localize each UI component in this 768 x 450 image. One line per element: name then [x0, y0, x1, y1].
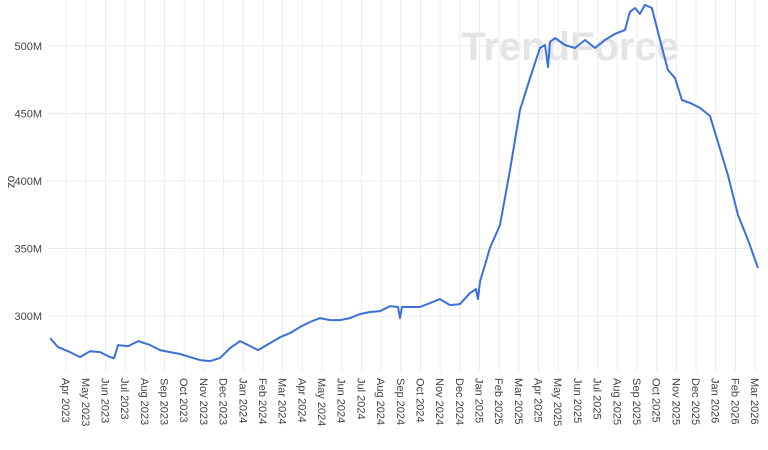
x-tick-label: Nov 2024 [433, 378, 445, 425]
x-tick-label: Aug 2025 [610, 378, 622, 425]
y-axis-label: oz [5, 176, 19, 189]
y-tick-label: 500M [14, 41, 42, 53]
x-tick-label: Jun 2023 [98, 378, 110, 423]
x-tick-label: Apr 2025 [532, 378, 544, 423]
y-tick-label: 450M [14, 108, 42, 120]
x-tick-label: Dec 2025 [689, 378, 701, 425]
x-tick-label: Dec 2024 [453, 378, 465, 425]
x-tick-label: May 2023 [79, 378, 91, 426]
x-tick-label: Jul 2023 [118, 378, 130, 420]
x-tick-label: Nov 2025 [669, 378, 681, 425]
x-tick-label: Aug 2024 [374, 378, 386, 425]
y-tick-label: 300M [14, 311, 42, 323]
x-tick-label: Jun 2025 [571, 378, 583, 423]
x-tick-label: Apr 2023 [59, 378, 71, 423]
x-tick-label: Feb 2026 [728, 378, 740, 424]
x-tick-label: Apr 2024 [295, 378, 307, 423]
x-tick-label: Sep 2023 [158, 378, 170, 425]
x-tick-label: May 2024 [315, 378, 327, 426]
x-tick-label: Sep 2025 [630, 378, 642, 425]
x-tick-label: Sep 2024 [394, 378, 406, 425]
y-tick-label: 400M [14, 176, 42, 188]
x-tick-label: Dec 2023 [217, 378, 229, 425]
x-tick-label: Nov 2023 [197, 378, 209, 425]
x-tick-label: May 2025 [551, 378, 563, 426]
x-tick-label: Oct 2024 [413, 378, 425, 423]
x-tick-label: Jul 2025 [591, 378, 603, 420]
x-tick-label: Mar 2025 [512, 378, 524, 424]
x-tick-label: Mar 2024 [276, 378, 288, 424]
x-tick-label: Feb 2024 [256, 378, 268, 424]
x-tick-label: Aug 2023 [138, 378, 150, 425]
x-tick-label: Oct 2023 [177, 378, 189, 423]
x-tick-label: Jan 2026 [709, 378, 721, 423]
x-tick-label: Jan 2025 [472, 378, 484, 423]
x-tick-label: Jul 2024 [354, 378, 366, 420]
y-tick-label: 350M [14, 244, 42, 256]
x-tick-label: Jun 2024 [335, 378, 347, 423]
x-tick-label: Feb 2025 [492, 378, 504, 424]
x-tick-label: Jan 2024 [236, 378, 248, 423]
data-line [49, 3, 759, 363]
x-tick-label: Oct 2025 [650, 378, 662, 423]
x-tick-label: Mar 2026 [748, 378, 760, 424]
